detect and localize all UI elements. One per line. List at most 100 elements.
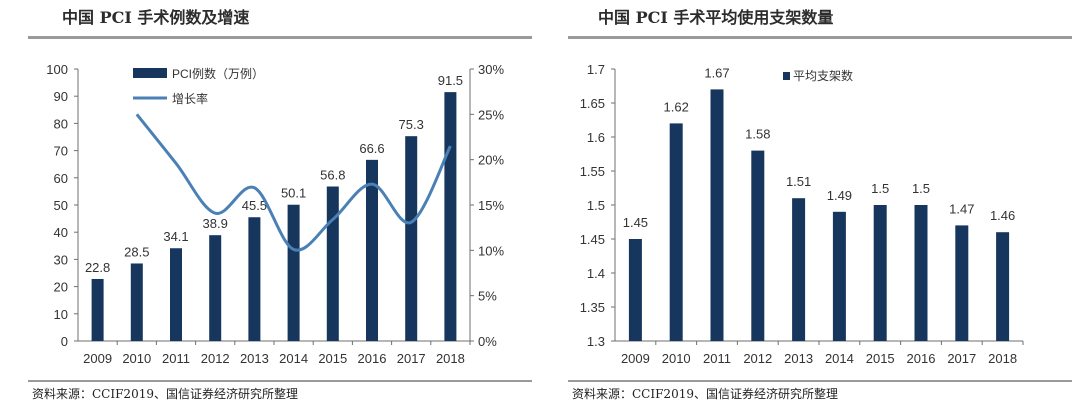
x-tick-label: 2011: [703, 351, 731, 366]
data-label: 45.5: [242, 198, 267, 213]
source-rule: [568, 380, 1072, 382]
bar: [792, 198, 806, 341]
y-tick-label: 1.7: [587, 62, 605, 77]
y-tick-label: 1.55: [580, 164, 605, 179]
x-tick-label: 2014: [825, 351, 854, 366]
data-label: 1.5: [871, 181, 889, 196]
bar: [628, 239, 642, 341]
bar: [710, 89, 724, 342]
data-label: 34.1: [163, 229, 188, 244]
data-label: 1.47: [949, 201, 974, 216]
x-tick-label: 2018: [436, 351, 465, 366]
data-label: 1.58: [745, 127, 770, 142]
y-tick-label: 40: [54, 225, 68, 240]
y-tick-label: 70: [54, 144, 68, 159]
legend-label-bar: 平均支架数: [793, 68, 853, 83]
y-tick-label: 20: [54, 280, 68, 295]
chart-panel-stent-average: 中国 PCI 手术平均使用支架数量 1.3 1.35 1.4 1.45 1.5 1.55 1…: [540, 0, 1080, 404]
data-label: 1.51: [786, 174, 811, 189]
source-note: 资料来源：CCIF2019、国信证券经济研究所整理: [32, 387, 298, 401]
data-label: 66.6: [359, 141, 384, 156]
bar: [444, 92, 457, 342]
legend-swatch-bar: [133, 68, 167, 78]
legend-label-bar: PCI例数（万例）: [172, 66, 264, 81]
data-label: 56.8: [320, 168, 345, 183]
y2-tick-label: 15%: [478, 198, 504, 213]
y-tick-label: 1.6: [587, 130, 605, 145]
x-tick-label: 2013: [240, 351, 269, 366]
bar: [287, 204, 300, 341]
data-label: 1.46: [990, 208, 1015, 223]
legend-swatch-bar: [783, 72, 790, 80]
data-label: 1.49: [827, 188, 852, 203]
data-label: 50.1: [281, 186, 306, 201]
x-tick-label: 2017: [947, 351, 976, 366]
x-tick-label: 2015: [318, 351, 347, 366]
chart-title: 中国 PCI 手术平均使用支架数量: [598, 8, 834, 27]
y2-tick-label: 25%: [478, 107, 504, 122]
y-tick-label: 1.45: [580, 232, 605, 247]
x-tick-label: 2011: [162, 351, 190, 366]
legend-label-line: 增长率: [172, 91, 208, 106]
bar: [366, 159, 378, 341]
data-label: 1.5: [912, 181, 930, 196]
growth-rate-line: [135, 113, 452, 252]
bar: [669, 123, 683, 342]
bar: [832, 211, 846, 341]
data-label: 1.67: [704, 65, 729, 80]
bar: [873, 205, 887, 341]
y-tick-label: 90: [54, 89, 68, 104]
y-tick-label: 60: [54, 171, 68, 186]
bar: [405, 136, 418, 341]
y-tick-label: 1.5: [587, 198, 605, 213]
y2-tick-label: 30%: [478, 62, 504, 77]
x-tick-label: 2013: [784, 351, 813, 366]
x-tick-label: 2016: [358, 351, 387, 366]
y-tick-label: 1.4: [587, 266, 605, 281]
x-tick-label: 2018: [988, 351, 1017, 366]
y-tick-label: 100: [46, 62, 68, 77]
data-label: 91.5: [438, 73, 463, 88]
x-tick-label: 2012: [201, 351, 230, 366]
source-note: 资料来源：CCIF2019、国信证券经济研究所整理: [572, 387, 838, 401]
y2-tick-label: 5%: [478, 289, 497, 304]
y-tick-label: 0: [61, 334, 68, 349]
x-tick-label: 2009: [83, 351, 112, 366]
bar: [130, 263, 143, 341]
x-tick-label: 2017: [397, 351, 426, 366]
bar: [170, 248, 182, 341]
y-tick-label: 10: [54, 307, 68, 322]
bar: [209, 235, 222, 341]
y-tick-label: 1.35: [580, 300, 605, 315]
x-tick-label: 2014: [279, 351, 308, 366]
data-label: 1.62: [664, 99, 689, 114]
y2-tick-label: 10%: [478, 243, 504, 258]
y-tick-label: 80: [54, 116, 68, 131]
bar: [751, 150, 765, 341]
chart-panel-pci-volume: 中国 PCI 手术例数及增速 0 10 20 30 40 50 60 70 80 90 100 0% 5…: [28, 8, 532, 401]
y-tick-label: 30: [54, 252, 68, 267]
bar: [914, 205, 928, 341]
data-label: 1.45: [623, 215, 648, 230]
y2-tick-label: 20%: [478, 153, 504, 168]
title-rule: [568, 6, 1072, 39]
x-tick-label: 2010: [122, 351, 151, 366]
bar: [955, 225, 969, 341]
bar: [248, 217, 261, 341]
y-tick-label: 50: [54, 198, 68, 213]
data-label: 75.3: [399, 117, 424, 132]
y2-tick-label: 0%: [478, 334, 497, 349]
data-label: 22.8: [85, 260, 110, 275]
source-rule: [28, 380, 532, 382]
bar: [91, 278, 104, 341]
data-label: 38.9: [203, 216, 228, 231]
chart-pci-volume: 0 10 20 30 40 50 60 70 80 90 100 0% 5% 10% 15% 20% 25% 30…: [46, 62, 504, 366]
bar: [996, 232, 1010, 341]
x-tick-label: 2016: [907, 351, 936, 366]
y-tick-label: 1.3: [587, 334, 605, 349]
chart-title: 中国 PCI 手术例数及增速: [62, 8, 250, 27]
x-tick-label: 2010: [662, 351, 691, 366]
chart-stent-average: 1.3 1.35 1.4 1.45 1.5 1.55 1.6 1.65 1.7 1.45 2009 1…: [580, 62, 1024, 366]
x-tick-label: 2015: [866, 351, 895, 366]
bar: [326, 186, 339, 341]
